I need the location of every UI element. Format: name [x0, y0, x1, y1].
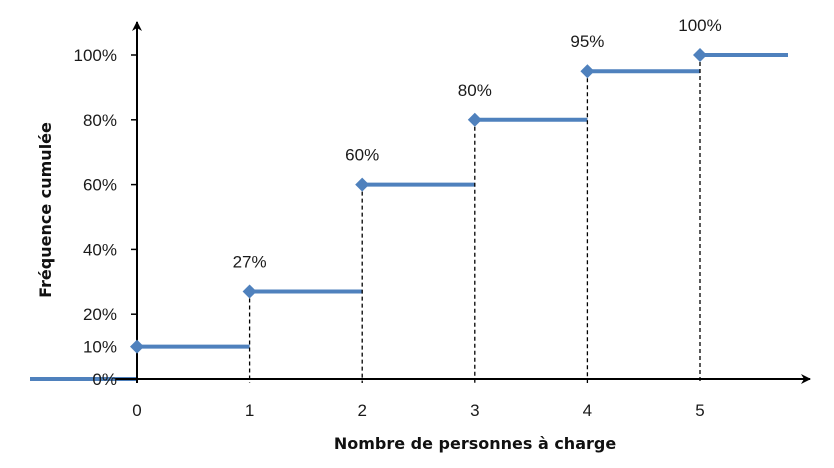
y-tick-label: 60%	[83, 176, 117, 195]
step-series	[30, 53, 788, 381]
y-axis-ticks: 0% 10% 20% 40% 60% 80% 100%	[74, 46, 137, 389]
y-tick-label: 100%	[74, 46, 117, 65]
y-tick-label: 40%	[83, 240, 117, 259]
drop-lines	[248, 55, 701, 383]
x-axis-title: Nombre de personnes à charge	[334, 434, 617, 453]
y-tick-label: 80%	[83, 111, 117, 130]
data-labels: 27% 60% 80% 95% 100%	[233, 16, 722, 272]
data-point-marker	[467, 112, 482, 127]
x-tick-label: 3	[470, 401, 479, 420]
data-label: 80%	[458, 81, 492, 100]
x-tick-label: 2	[357, 401, 366, 420]
data-point-marker	[130, 339, 144, 354]
data-point-marker	[693, 48, 707, 62]
x-tick-label: 5	[695, 401, 704, 420]
y-tick-label: 20%	[83, 305, 117, 324]
data-point-marker	[242, 284, 257, 299]
data-point-marker	[580, 64, 595, 79]
data-point-marker	[355, 177, 370, 192]
data-label: 95%	[570, 32, 604, 51]
data-label: 100%	[678, 16, 721, 35]
data-label: 27%	[233, 253, 267, 272]
y-tick-label: 10%	[83, 338, 117, 357]
x-tick-label: 0	[132, 401, 141, 420]
y-axis-title: Fréquence cumulée	[36, 122, 55, 298]
x-tick-label: 1	[245, 401, 254, 420]
data-label: 60%	[345, 146, 379, 165]
x-axis-ticks: 0 1 2 3 4 5	[132, 401, 704, 420]
data-markers	[130, 48, 707, 354]
x-tick-label: 4	[583, 401, 592, 420]
y-tick-label: 0%	[92, 370, 117, 389]
